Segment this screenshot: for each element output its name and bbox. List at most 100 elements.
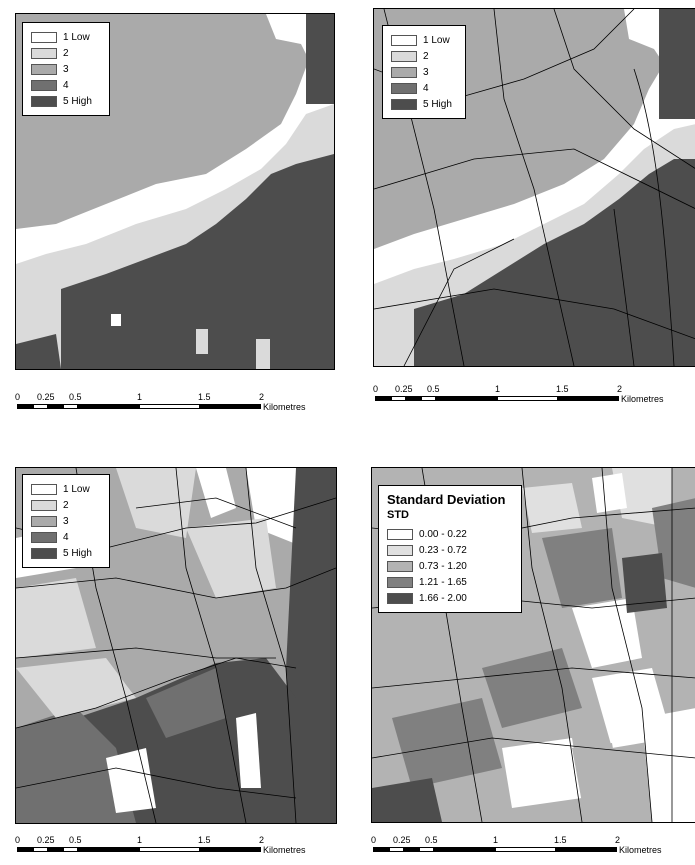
scale-segment	[404, 847, 419, 852]
legend-item: 0.73 - 1.20	[387, 558, 513, 574]
legend-item-label: 0.00 - 0.22	[419, 528, 467, 540]
scale-segment	[391, 396, 406, 401]
scale-segment	[33, 847, 48, 852]
legend-item-label: 5 High	[63, 547, 92, 559]
scale-tick-label: 1	[495, 384, 501, 394]
scale-segment	[436, 396, 497, 401]
scale-segment	[200, 847, 261, 852]
legend-item: 2	[31, 497, 101, 513]
legend-item: 3	[31, 61, 101, 77]
legend-item-label: 4	[423, 82, 429, 94]
legend-swatch	[391, 34, 417, 46]
legend-swatch	[31, 499, 57, 511]
scale-segment	[33, 404, 48, 409]
scale-segment	[558, 396, 619, 401]
legend-item-label: 1 Low	[63, 31, 90, 43]
legend-item-label: 2	[63, 47, 69, 59]
legend-item-label: 0.23 - 0.72	[419, 544, 467, 556]
map-frame: 1 Low 2 3 4 5 High	[373, 8, 695, 367]
legend-item: 2	[391, 48, 457, 64]
legend-swatch	[31, 531, 57, 543]
legend-item: 5 High	[31, 545, 101, 561]
scale-tick-label: 0.25	[395, 384, 413, 394]
map-legend: 1 Low 2 3 4 5 High	[22, 474, 110, 568]
scale-tick-label: 0.25	[393, 835, 411, 845]
legend-swatch	[391, 82, 417, 94]
legend-item: 1 Low	[31, 481, 101, 497]
scale-segment	[63, 847, 78, 852]
scale-bar: 0 0.25 0.5 1 1.5 2 Kilometres	[371, 835, 695, 861]
scale-segment	[406, 396, 421, 401]
legend-swatch	[31, 515, 57, 527]
scale-tick-label: 1	[137, 835, 143, 845]
legend-item-label: 3	[63, 515, 69, 527]
legend-swatch	[387, 560, 413, 572]
scale-tick-label: 0.5	[425, 835, 438, 845]
legend-subtitle: STD	[387, 509, 409, 521]
legend-title: Standard Deviation	[387, 492, 506, 507]
scale-segment	[63, 404, 78, 409]
legend-item-label: 2	[63, 499, 69, 511]
legend-item: 3	[391, 64, 457, 80]
map-frame: 1 Low 2 3 4 5 High	[15, 13, 335, 370]
scale-tick-label: 2	[259, 392, 265, 402]
legend-swatch	[391, 98, 417, 110]
legend-item: 0.00 - 0.22	[387, 526, 513, 542]
scale-tick-label: 1.5	[198, 835, 211, 845]
scale-segment	[495, 847, 556, 852]
legend-swatch	[387, 528, 413, 540]
map-legend: 1 Low 2 3 4 5 High	[22, 22, 110, 116]
scale-tick-label: 0.5	[427, 384, 440, 394]
vector-map	[372, 468, 695, 822]
scale-tick-label: 0.25	[37, 392, 55, 402]
scale-tick-label: 2	[259, 835, 265, 845]
map-frame: Standard Deviation STD 0.00 - 0.22 0.23 …	[371, 467, 695, 823]
scale-unit: Kilometres	[621, 394, 664, 404]
legend-item-label: 0.73 - 1.20	[419, 560, 467, 572]
scale-segment	[48, 404, 63, 409]
scale-tick-label: 0	[15, 835, 21, 845]
scale-tick-label: 2	[615, 835, 621, 845]
legend-swatch	[391, 66, 417, 78]
scale-segment	[497, 396, 558, 401]
scale-tick-label: 0.5	[69, 835, 82, 845]
scale-bar: 0 0.25 0.5 1 1.5 2 Kilometres	[15, 835, 335, 861]
legend-item-label: 1.21 - 1.65	[419, 576, 467, 588]
legend-item: 2	[31, 45, 101, 61]
legend-swatch	[31, 47, 57, 59]
legend-item-label: 2	[423, 50, 429, 62]
legend-item-label: 3	[423, 66, 429, 78]
scale-segment	[78, 847, 139, 852]
scale-segment	[434, 847, 495, 852]
scale-tick-label: 1	[137, 392, 143, 402]
legend-item-label: 4	[63, 79, 69, 91]
legend-item-label: 1 Low	[423, 34, 450, 46]
legend-swatch	[31, 95, 57, 107]
scale-unit: Kilometres	[619, 845, 662, 855]
scale-unit: Kilometres	[263, 402, 306, 412]
scale-segment	[373, 847, 389, 852]
legend-item-label: 5 High	[63, 95, 92, 107]
legend-item: 1.21 - 1.65	[387, 574, 513, 590]
scale-segment	[17, 404, 33, 409]
legend-item-label: 3	[63, 63, 69, 75]
legend-item: 1 Low	[391, 32, 457, 48]
legend-item-label: 5 High	[423, 98, 452, 110]
legend-item: 1.66 - 2.00	[387, 590, 513, 606]
legend-item: 0.23 - 0.72	[387, 542, 513, 558]
scale-tick-label: 0	[15, 392, 21, 402]
scale-segment	[78, 404, 139, 409]
scale-segment	[389, 847, 404, 852]
legend-swatch	[31, 79, 57, 91]
legend-item-label: 1 Low	[63, 483, 90, 495]
legend-item-label: 1.66 - 2.00	[419, 592, 467, 604]
scale-segment	[421, 396, 436, 401]
legend-swatch	[31, 63, 57, 75]
scale-tick-label: 0	[373, 384, 379, 394]
legend-swatch	[387, 592, 413, 604]
legend-item: 4	[31, 529, 101, 545]
legend-item: 5 High	[31, 93, 101, 109]
legend-swatch	[31, 547, 57, 559]
scale-segment	[375, 396, 391, 401]
scale-segment	[139, 404, 200, 409]
